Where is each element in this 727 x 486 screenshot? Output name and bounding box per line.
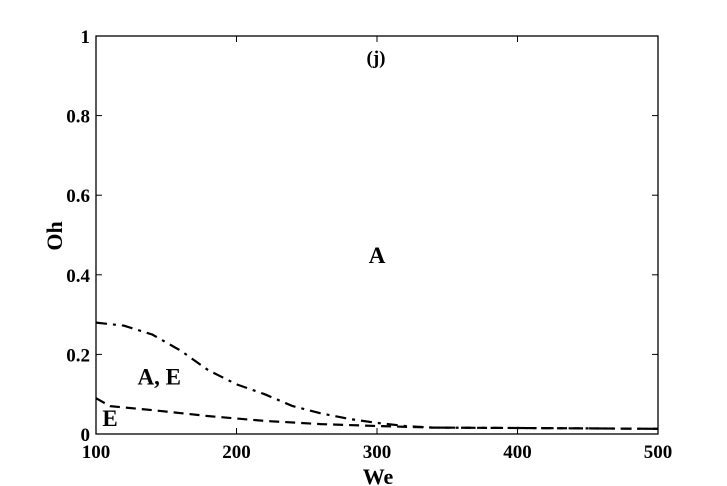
y-tick-label: 1 bbox=[81, 27, 91, 48]
region-label: A bbox=[369, 243, 386, 268]
y-tick-label: 0 bbox=[81, 425, 91, 446]
labels-layer: (j) We Oh A A, E E bbox=[42, 48, 394, 486]
ticks-layer: 100 200 300 400 500 0 0.2 0.4 0.6 0.8 1 bbox=[66, 27, 672, 463]
x-tick-label: 400 bbox=[503, 442, 532, 463]
y-tick-label: 0.4 bbox=[66, 266, 90, 287]
region-label: A, E bbox=[137, 364, 180, 389]
x-tick-label: 100 bbox=[82, 442, 111, 463]
x-tick-label: 500 bbox=[644, 442, 673, 463]
region-label: E bbox=[102, 406, 117, 431]
series-line-2 bbox=[95, 397, 659, 430]
y-tick-label: 0.6 bbox=[66, 186, 90, 207]
series-layer bbox=[95, 321, 659, 430]
y-tick-label: 0.2 bbox=[66, 345, 90, 366]
series-line-1 bbox=[95, 321, 659, 430]
panel-label: (j) bbox=[367, 48, 386, 69]
x-tick-label: 300 bbox=[363, 442, 392, 463]
y-tick-label: 0.8 bbox=[66, 107, 90, 128]
x-tick-label: 200 bbox=[222, 442, 251, 463]
y-axis-label: Oh bbox=[42, 221, 67, 250]
x-axis-label: We bbox=[363, 464, 394, 486]
